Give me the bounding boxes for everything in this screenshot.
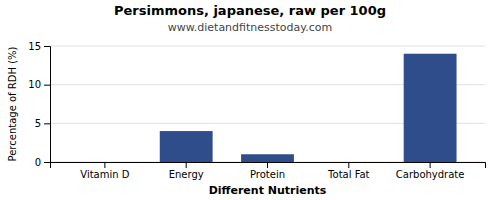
y-tick-mark xyxy=(44,46,50,47)
subtitle: www.dietandfitnesstoday.com xyxy=(168,21,332,34)
y-axis-line xyxy=(44,47,51,163)
y-tick-mark xyxy=(44,85,50,86)
x-tick-label: Total Fat xyxy=(327,169,369,180)
y-tick-label: 0 xyxy=(35,157,41,168)
x-tick: Protein xyxy=(250,162,285,180)
y-tick: 10 xyxy=(28,79,50,90)
x-tick-label: Vitamin D xyxy=(80,169,129,180)
bar xyxy=(322,162,375,163)
x-tick-label: Carbohydrate xyxy=(396,169,465,180)
x-tick-mark xyxy=(267,162,268,168)
x-axis-title: Different Nutrients xyxy=(209,184,327,197)
x-tick: Total Fat xyxy=(327,162,369,180)
x-tick: Vitamin D xyxy=(80,162,129,180)
y-axis-title: Percentage of RDH (%) xyxy=(7,46,18,161)
x-tick-mark xyxy=(186,162,187,168)
y-tick-label: 15 xyxy=(28,41,41,52)
y-tick: 5 xyxy=(35,118,50,129)
x-tick: Carbohydrate xyxy=(396,162,465,180)
y-tick-label: 5 xyxy=(35,118,41,129)
x-axis: Vitamin D Energy Protein Total Fat Carbohydr… xyxy=(51,162,486,180)
x-tick-label: Protein xyxy=(250,169,285,180)
y-tick: 0 xyxy=(35,157,50,168)
y-tick-mark xyxy=(44,123,50,124)
x-tick-mark xyxy=(348,162,349,168)
bar xyxy=(160,131,213,162)
bars xyxy=(160,54,457,162)
plot: 0 5 10 15 Vitamin D Energy Protein Total Fat Car… xyxy=(7,41,486,197)
y-tick-label: 10 xyxy=(28,79,41,90)
y-axis: 0 5 10 15 xyxy=(28,41,50,168)
title: Persimmons, japanese, raw per 100g xyxy=(114,3,386,18)
bar xyxy=(404,54,457,162)
y-tick: 15 xyxy=(28,41,50,52)
x-tick-mark xyxy=(104,162,105,168)
bar xyxy=(78,162,131,163)
x-tick-label: Energy xyxy=(169,169,204,180)
chart: Persimmons, japanese, raw per 100g www.di… xyxy=(0,0,500,200)
bar xyxy=(241,154,294,162)
y-tick-mark xyxy=(44,162,50,163)
grid xyxy=(50,46,485,162)
x-tick-mark xyxy=(430,162,431,168)
chart-container: Persimmons, japanese, raw per 100g www.di… xyxy=(0,0,500,200)
grid-line xyxy=(50,46,485,47)
x-tick: Energy xyxy=(169,162,204,180)
x-axis-line xyxy=(51,163,486,169)
